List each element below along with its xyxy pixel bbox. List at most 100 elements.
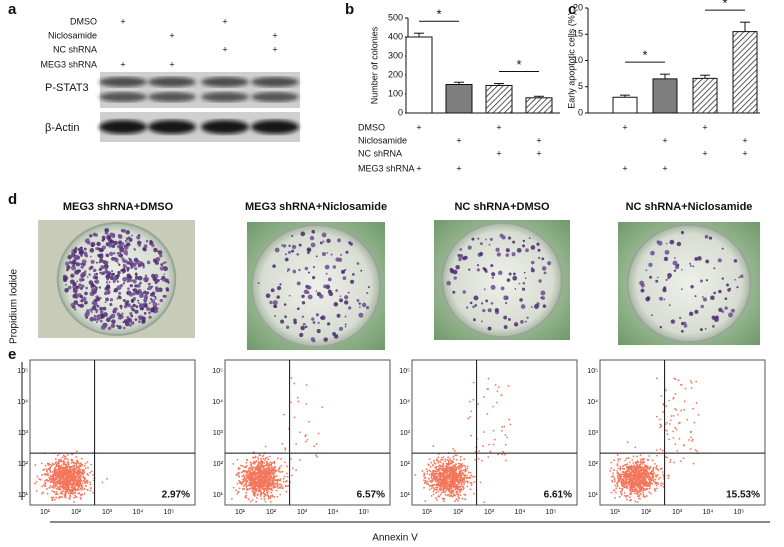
colony	[327, 322, 331, 326]
event-dot	[255, 465, 258, 468]
colony	[119, 304, 123, 308]
colony	[309, 235, 315, 241]
event-dot	[268, 488, 271, 490]
event-dot	[436, 459, 438, 462]
event-dot	[459, 494, 462, 497]
colony	[105, 274, 110, 279]
event-dot	[423, 472, 426, 475]
event-dot	[90, 463, 93, 466]
event-dot	[689, 431, 692, 434]
event-dot	[259, 495, 262, 497]
colony	[526, 316, 529, 319]
event-dot	[456, 454, 458, 457]
event-dot	[268, 465, 271, 467]
event-dot	[450, 473, 453, 476]
event-dot	[669, 459, 672, 461]
colony	[467, 245, 472, 250]
event-dot	[69, 495, 72, 498]
colony	[124, 239, 128, 243]
percentage-label: 2.97%	[162, 490, 190, 501]
event-dot	[637, 485, 639, 488]
event-dot	[625, 474, 628, 477]
event-dot	[50, 480, 53, 483]
event-dot	[72, 487, 75, 490]
event-dot	[666, 429, 668, 432]
colony	[157, 250, 159, 253]
event-dot	[293, 416, 296, 419]
event-dot	[668, 399, 671, 402]
colony	[127, 279, 130, 282]
event-dot	[54, 481, 57, 484]
event-dot	[61, 467, 64, 470]
colony	[71, 254, 74, 258]
colony	[73, 254, 78, 259]
colony	[80, 265, 84, 269]
colony	[83, 247, 87, 251]
event-dot	[35, 480, 38, 483]
event-dot	[80, 488, 83, 491]
event-dot	[453, 482, 456, 485]
event-dot	[648, 475, 651, 478]
event-dot	[271, 495, 274, 498]
colony	[301, 315, 305, 318]
colony	[150, 298, 153, 301]
event-dot	[90, 470, 93, 473]
event-dot	[676, 449, 679, 452]
y-tick-label: 200	[388, 69, 403, 79]
y-tick-label: 10³	[213, 430, 224, 437]
event-dot	[68, 465, 71, 468]
event-dot	[433, 469, 436, 472]
condition-mark: +	[622, 122, 627, 132]
event-dot	[638, 463, 641, 466]
band-label: P-STAT3	[45, 82, 89, 94]
event-dot	[279, 487, 282, 489]
event-dot	[642, 483, 645, 486]
colony	[282, 244, 287, 248]
colony	[95, 321, 98, 323]
blot-band	[201, 92, 249, 102]
event-dot	[625, 486, 627, 489]
event-dot	[67, 461, 70, 464]
colony	[650, 250, 655, 256]
colony	[135, 305, 139, 309]
event-dot	[440, 459, 442, 461]
condition-mark: +	[120, 16, 125, 26]
colony	[659, 325, 663, 329]
colony	[508, 272, 512, 276]
colony	[79, 246, 83, 250]
colony	[63, 274, 66, 277]
event-dot	[87, 466, 89, 469]
colony	[162, 261, 166, 265]
event-dot	[432, 490, 435, 493]
colony	[162, 266, 166, 269]
event-dot	[615, 487, 618, 490]
colony	[111, 256, 115, 261]
event-dot	[304, 440, 307, 443]
event-dot	[75, 475, 77, 478]
colony	[95, 261, 98, 264]
event-dot	[41, 485, 43, 488]
event-dot	[662, 473, 664, 476]
event-dot	[451, 481, 454, 484]
event-dot	[241, 475, 244, 478]
colony	[542, 304, 547, 308]
event-dot	[625, 496, 628, 498]
event-dot	[252, 486, 255, 489]
event-dot	[268, 468, 271, 471]
colony	[109, 298, 114, 302]
event-dot	[68, 497, 70, 500]
event-dot	[64, 496, 67, 499]
event-dot	[670, 415, 673, 417]
condition-label: MEG3 shRNA	[358, 163, 415, 173]
event-dot	[249, 466, 252, 469]
event-dot	[441, 478, 444, 481]
colony	[348, 306, 352, 310]
event-dot	[59, 458, 62, 461]
event-dot	[258, 481, 260, 484]
event-dot	[63, 483, 66, 485]
event-dot	[56, 477, 59, 480]
colony	[459, 248, 463, 251]
event-dot	[259, 477, 262, 480]
event-dot	[42, 483, 45, 486]
